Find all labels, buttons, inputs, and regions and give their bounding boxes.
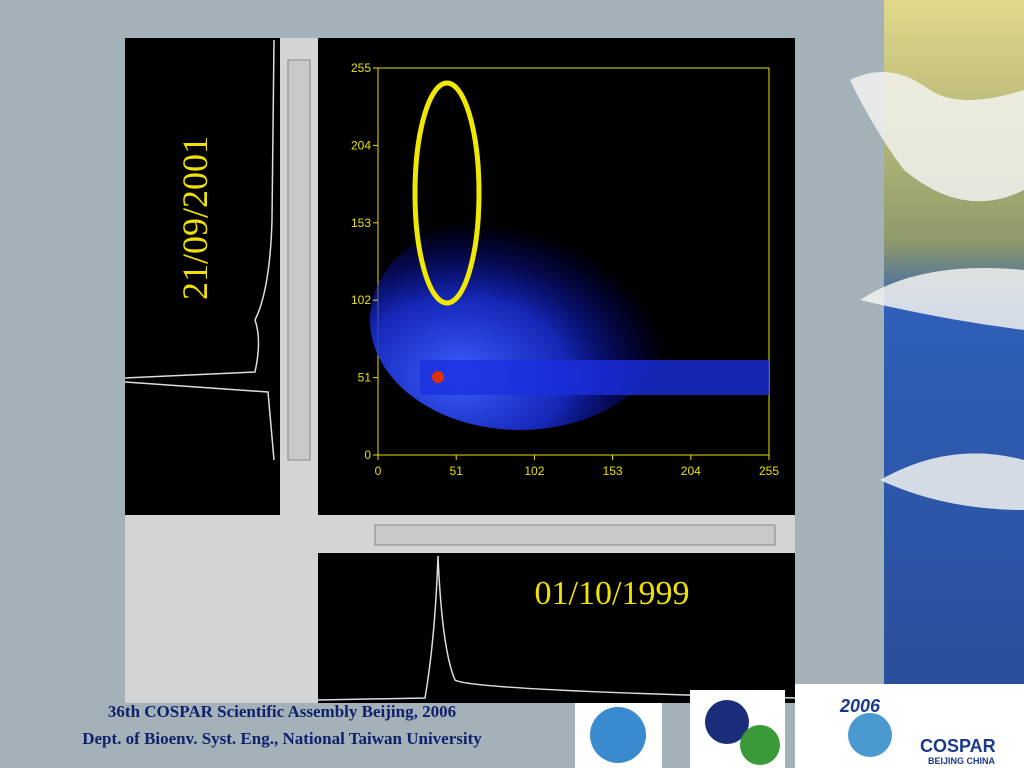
logo-box — [795, 684, 1024, 768]
logo-place: BEIJING CHINA — [928, 756, 996, 766]
horizontal-scrollbar[interactable] — [374, 524, 776, 546]
plot-frame — [377, 67, 770, 456]
y-tick-label: 0 — [364, 448, 371, 462]
y-tick-label: 255 — [351, 61, 371, 75]
highlight-ellipse — [412, 80, 482, 306]
logo-globe — [740, 725, 780, 765]
y-tick-label: 51 — [358, 371, 372, 385]
x-tick-label: 255 — [759, 464, 779, 478]
bottom-panel — [318, 553, 795, 703]
logo-year: 2006 — [839, 696, 881, 716]
density-cloud — [370, 210, 670, 430]
y-tick-label: 102 — [351, 293, 371, 307]
x-tick-label: 153 — [603, 464, 623, 478]
density-band — [420, 360, 769, 395]
logo-disk — [705, 700, 749, 744]
logo-globe — [590, 707, 646, 763]
left-panel — [125, 38, 280, 515]
y-tick-label: 204 — [351, 138, 371, 152]
y-tick-label: 153 — [351, 216, 371, 230]
bottom-date: 01/10/1999 — [535, 575, 690, 612]
x-tick-label: 204 — [681, 464, 701, 478]
footer-line: 36th COSPAR Scientific Assembly Beijing,… — [108, 702, 456, 721]
logo-name: COSPAR — [920, 736, 996, 756]
vertical-scrollbar[interactable] — [287, 59, 311, 461]
x-tick-label: 0 — [375, 464, 382, 478]
histogram-trace — [317, 555, 796, 701]
wave-foam — [850, 72, 1024, 510]
histogram-trace — [124, 39, 275, 461]
logo-globe — [848, 713, 892, 757]
left-date: 21/09/2001 — [175, 136, 215, 300]
x-tick-label: 102 — [524, 464, 544, 478]
footer-line: Dept. of Bioenv. Syst. Eng., National Ta… — [82, 729, 482, 748]
x-tick-label: 51 — [450, 464, 464, 478]
density-peak — [432, 371, 444, 383]
